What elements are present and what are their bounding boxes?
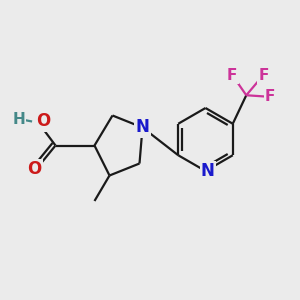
Text: H: H (13, 112, 25, 128)
Text: F: F (227, 68, 237, 83)
Text: F: F (265, 89, 275, 104)
Text: F: F (258, 68, 268, 83)
Text: O: O (27, 160, 42, 178)
Text: N: N (136, 118, 149, 136)
Text: O: O (36, 112, 50, 130)
Text: N: N (201, 162, 215, 180)
